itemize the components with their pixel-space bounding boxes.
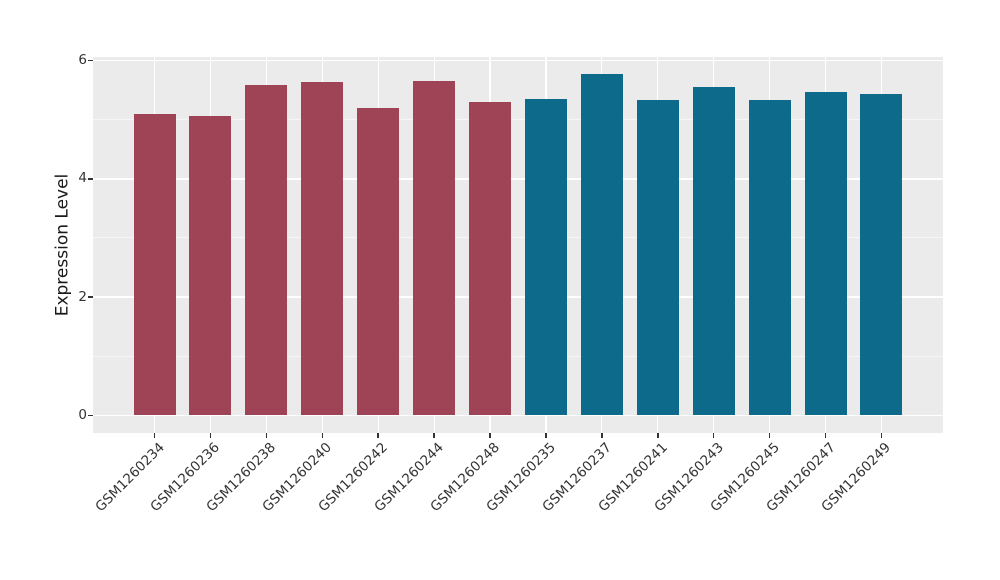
x-axis-tick [265,433,268,438]
x-axis-tick [880,433,883,438]
bar-GSM1260237 [580,74,623,416]
plot-panel: 0 2 4 6 GSM1260234 GSM1260236 GSM1260238 GSM126… [78,54,943,515]
bar-GSM1260238 [245,84,288,416]
x-axis-tick [321,433,324,438]
x-tick-label: GSM1260249 [818,439,895,516]
grid-line-major-y4 [93,178,943,180]
grid-line-major-y6 [93,59,943,62]
grid-line-minor-y3 [93,237,943,239]
bar-GSM1260242 [357,108,400,416]
grid-line-major-y0 [93,414,943,416]
grid-line-minor-y1 [93,355,943,357]
x-axis-tick [489,433,491,438]
grid-line-minor-y5 [93,119,943,121]
bar-GSM1260248 [469,101,512,416]
y-axis-tick [88,414,93,416]
x-axis-tick [657,433,659,438]
y-tick-label: 0 [78,406,87,423]
bar-GSM1260243 [692,86,735,416]
x-axis-tick [545,433,547,438]
bar-GSM1260247 [804,92,847,416]
x-axis-tick [377,433,379,438]
bar-GSM1260236 [189,115,232,416]
x-axis-tick [153,433,156,438]
y-axis-tick [88,178,93,180]
grid-line-major-y2 [93,296,943,298]
bar-GSM1260249 [860,94,903,416]
x-axis-tick [433,433,435,438]
bar-GSM1260245 [748,99,791,416]
y-axis-tick [88,59,93,62]
y-axis-tick [88,296,93,298]
bar-GSM1260241 [636,100,679,416]
y-tick-label: 2 [78,288,87,305]
x-axis-tick [209,433,212,438]
x-axis-tick [712,433,715,438]
bar-GSM1260240 [301,81,344,416]
y-tick-label: 4 [78,170,87,187]
x-axis-tick [768,433,771,438]
x-axis-tick [824,433,827,438]
bar-GSM1260244 [413,80,456,416]
bar-GSM1260234 [133,114,176,416]
bar-GSM1260235 [524,98,567,416]
x-axis-tick [601,433,603,438]
y-tick-label: 6 [78,52,87,69]
